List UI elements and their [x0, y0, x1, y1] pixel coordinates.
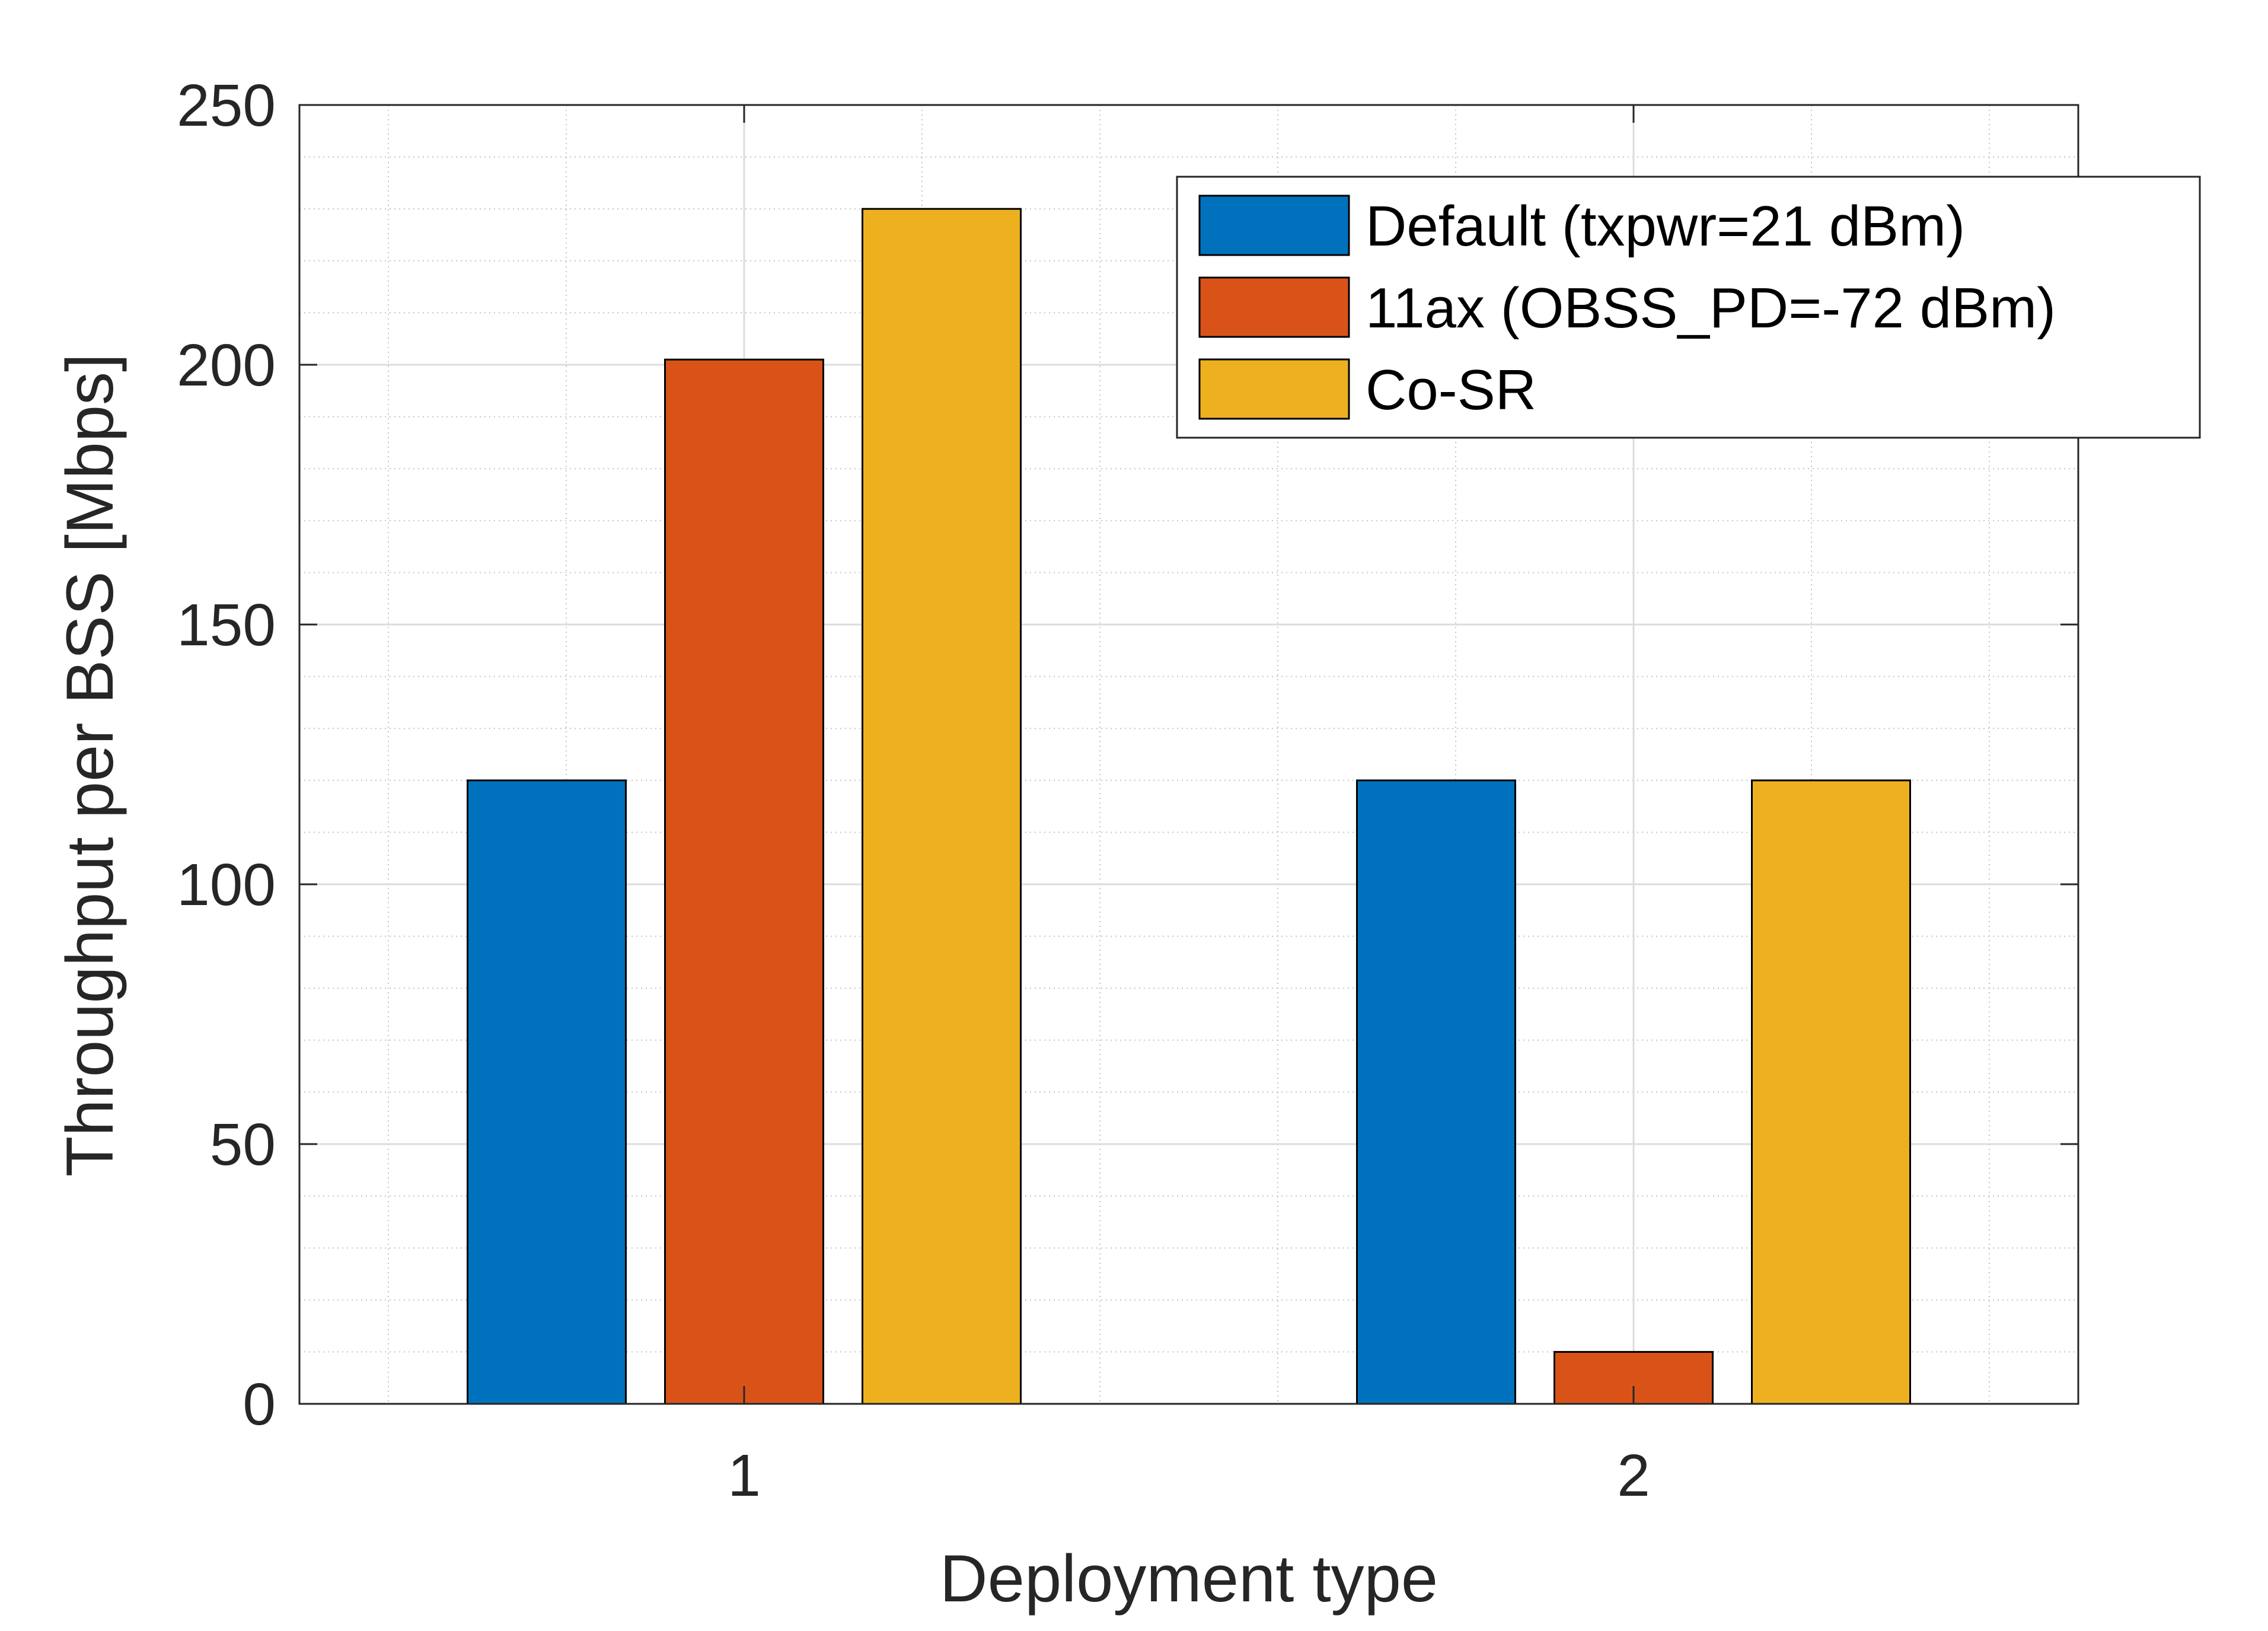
y-tick-label: 250 [177, 72, 276, 139]
tick-labels: 0 50 100 150 200 250 1 2 [177, 72, 1650, 1509]
y-tick-label: 100 [177, 852, 276, 918]
x-tick-label: 2 [1617, 1442, 1650, 1509]
legend: Default (txpwr=21 dBm) 11ax (OBSS_PD=-72 … [1176, 176, 2201, 439]
legend-entry-label: Co-SR [1366, 358, 1536, 422]
y-tick-label: 150 [177, 592, 276, 658]
bar-co-sr-cat-1 [862, 208, 1022, 1405]
legend-entry-label: 11ax (OBSS_PD=-72 dBm) [1366, 276, 2056, 340]
bar-co-sr-cat-2 [1751, 779, 1911, 1405]
y-tick-label: 0 [243, 1371, 276, 1438]
legend-swatch [1198, 276, 1350, 338]
plot-frame [298, 104, 2079, 1405]
legend-swatch [1198, 358, 1350, 420]
legend-swatch [1198, 195, 1350, 256]
bar-default-txpwr-21-dbm--cat-2 [1356, 779, 1516, 1405]
bar-default-txpwr-21-dbm--cat-1 [467, 779, 627, 1405]
y-axis-label: Throughput per BSS [Mbps] [53, 353, 127, 1177]
y-tick-label: 200 [177, 332, 276, 399]
bar-11ax-obss-pd-72-dbm--cat-1 [664, 358, 824, 1405]
y-tick-label: 50 [210, 1111, 276, 1178]
x-tick-label: 1 [728, 1442, 761, 1509]
legend-entry-label: Default (txpwr=21 dBm) [1366, 195, 1965, 258]
x-axis-label: Deployment type [940, 1541, 1438, 1616]
axes [298, 104, 2079, 1405]
